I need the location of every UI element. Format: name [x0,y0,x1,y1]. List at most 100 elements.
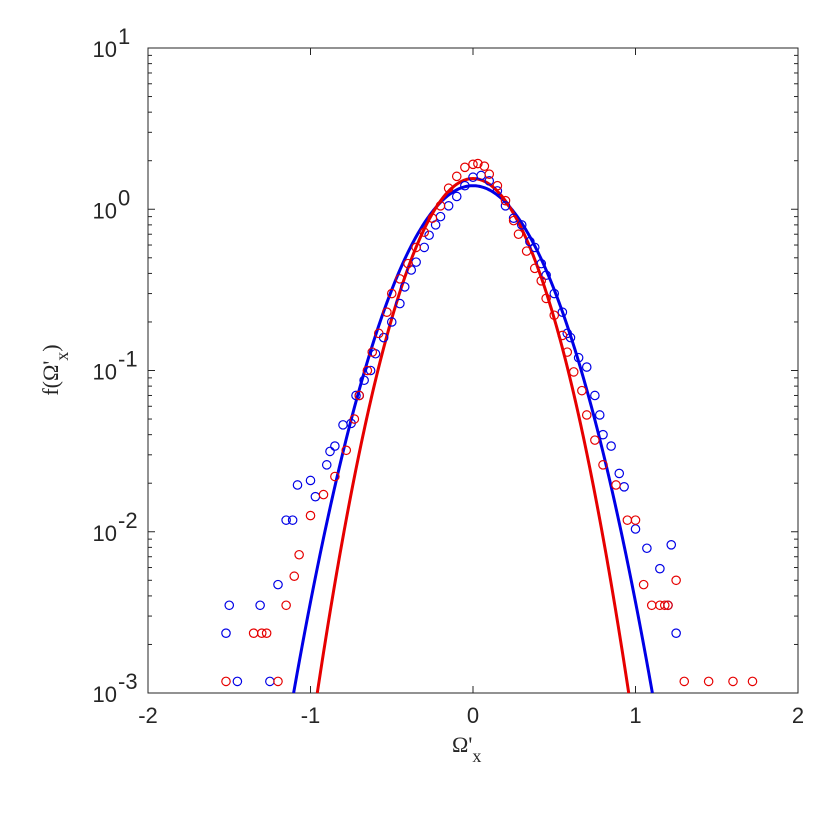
red-data-point [492,180,503,191]
blue-data-point [351,390,361,401]
y-tick-label-exponent: 1 [118,24,130,49]
blue-data-point [221,628,231,638]
blue-data-point [606,441,616,451]
red-data-point [395,274,405,284]
red-data-point [611,480,621,490]
red-data-point [630,515,641,525]
red-data-point [341,445,352,456]
x-axis-title-main: Ω' [452,732,472,757]
blue-data-point [557,307,568,317]
red-data-point [557,330,568,341]
red-data-point [659,600,670,611]
red-data-point [305,510,316,521]
blue-data-point [655,563,665,574]
red-data-point [590,435,600,445]
red-data-point [318,489,329,500]
y-tick-label-exponent: -3 [118,669,138,694]
red-data-point [451,171,462,182]
red-data-point [443,183,454,194]
y-tick-label-exponent: -2 [118,508,138,533]
blue-data-point [365,365,376,376]
red-data-point [419,227,430,238]
red-data-point [598,460,608,470]
blue-data-point [500,201,511,211]
y-tick-label: 10 [93,198,117,223]
y-tick-label-base: 10 [93,521,117,546]
y-axis-title-close: ) [38,344,63,351]
blue-data-point [321,460,332,470]
blue-data-point [386,317,397,327]
blue-data-point [529,242,540,253]
blue-data-point [581,362,592,372]
y-tick-label-exponent: -1 [118,347,138,372]
red-data-point [513,229,524,240]
red-data-point [261,628,272,638]
x-tick-label: -1 [301,703,321,728]
y-tick-label-base: 10 [93,37,117,62]
x-tick-label: 1 [629,703,641,728]
blue-data-point [273,579,283,590]
blue-data-point [281,515,291,525]
red-data-point [577,385,587,396]
y-tick-label: 10 [93,521,117,546]
red-data-point [484,169,495,179]
blue-data-point [508,213,519,223]
red-fit-curve [315,177,631,694]
red-data-point [435,201,446,211]
y-tick-label-exponent: 0 [118,185,130,210]
red-data-point [500,195,511,206]
red-data-point [362,365,373,376]
red-data-point [427,213,438,223]
plot-area [147,47,799,694]
blue-data-point [232,676,243,687]
red-data-point [728,676,738,687]
red-data-point [221,676,231,687]
y-tick-label: 10 [93,37,117,62]
y-axis-title-subscript: x [52,352,72,361]
blue-data-point [573,352,584,363]
blue-data-point [525,236,535,247]
blue-data-point [224,600,235,611]
red-data-point [536,275,547,286]
blue-data-point [292,480,303,490]
red-data-point [473,158,483,169]
red-data-point [671,575,681,586]
blue-data-point [451,191,462,202]
blue-data-point [325,446,335,457]
red-data-point [508,215,519,226]
blue-data-point [516,220,527,230]
red-data-point [529,263,540,274]
red-data-point [411,242,421,253]
y-tick-label-base: 10 [93,198,117,223]
blue-data-point [460,180,470,191]
blue-data-point [395,298,405,309]
red-data-point [281,600,291,611]
y-tick-label-base: 10 [93,682,117,707]
y-tick-label: 10 [93,360,117,385]
red-data-point [273,676,283,687]
blue-data-point [287,515,298,525]
red-data-point [638,579,649,590]
red-data-point [663,600,673,611]
red-data-point [549,310,560,321]
blue-data-point [330,441,340,451]
blue-data-point [484,176,495,186]
y-tick-label-base: 10 [93,360,117,385]
red-data-point [349,414,360,424]
red-data-point [256,628,267,638]
x-axis-title-subscript: x [472,746,481,766]
red-data-point [382,307,392,317]
red-data-point [479,161,490,171]
red-data-point [703,676,714,687]
red-data-point [562,347,573,357]
data-markers [221,158,758,687]
blue-data-point [594,410,605,420]
blue-data-point [666,539,677,550]
y-axis-title-main: f(Ω' [38,361,63,396]
blue-data-point [399,282,410,292]
blue-data-point [255,600,265,611]
blue-data-point [549,288,560,299]
red-data-point [468,159,478,170]
x-tick-label: 2 [792,703,804,728]
